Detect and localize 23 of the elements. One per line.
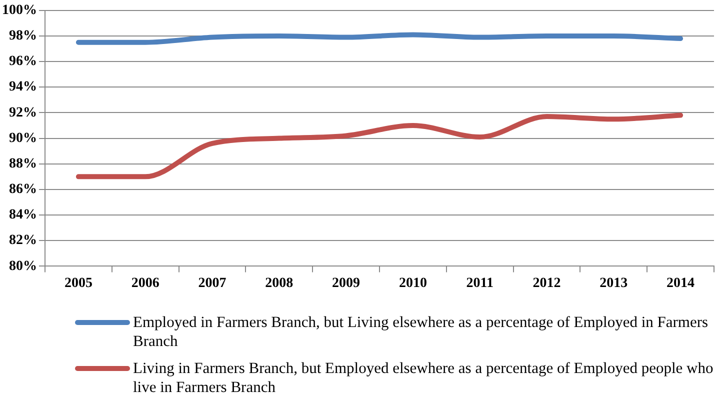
x-tick-label: 2006 [131, 276, 160, 292]
y-tick-label: 88% [9, 156, 37, 172]
x-tick-label: 2011 [466, 276, 494, 292]
legend-label: Living in Farmers Branch, but Employed elsewhere as a percentage of Employed people who live in Farmers Branch [133, 359, 714, 397]
y-tick-label: 92% [9, 105, 37, 120]
y-tick-label: 90% [9, 130, 37, 146]
x-tick-label: 2007 [198, 276, 226, 292]
x-tick-label: 2005 [64, 276, 92, 292]
y-tick-label: 82% [9, 233, 37, 248]
x-tick-label: 2010 [398, 276, 427, 292]
legend-label: Employed in Farmers Branch, but Living elsewhere as a percentage of Employed in Farmers Branch [133, 313, 710, 351]
x-tick-label: 2013 [600, 276, 628, 292]
y-tick-label: 84% [9, 208, 37, 223]
y-tick-label: 80% [9, 258, 37, 274]
y-tick-label: 98% [9, 28, 37, 44]
y-tick-label: 86% [9, 182, 37, 198]
x-tick-label: 2008 [265, 276, 294, 292]
y-tick-label: 100% [2, 3, 37, 18]
y-tick-label: 96% [9, 54, 37, 70]
x-tick-label: 2014 [666, 276, 695, 292]
x-tick-label: 2012 [532, 276, 561, 292]
x-tick-label: 2009 [332, 276, 360, 292]
y-tick-label: 94% [9, 80, 37, 95]
